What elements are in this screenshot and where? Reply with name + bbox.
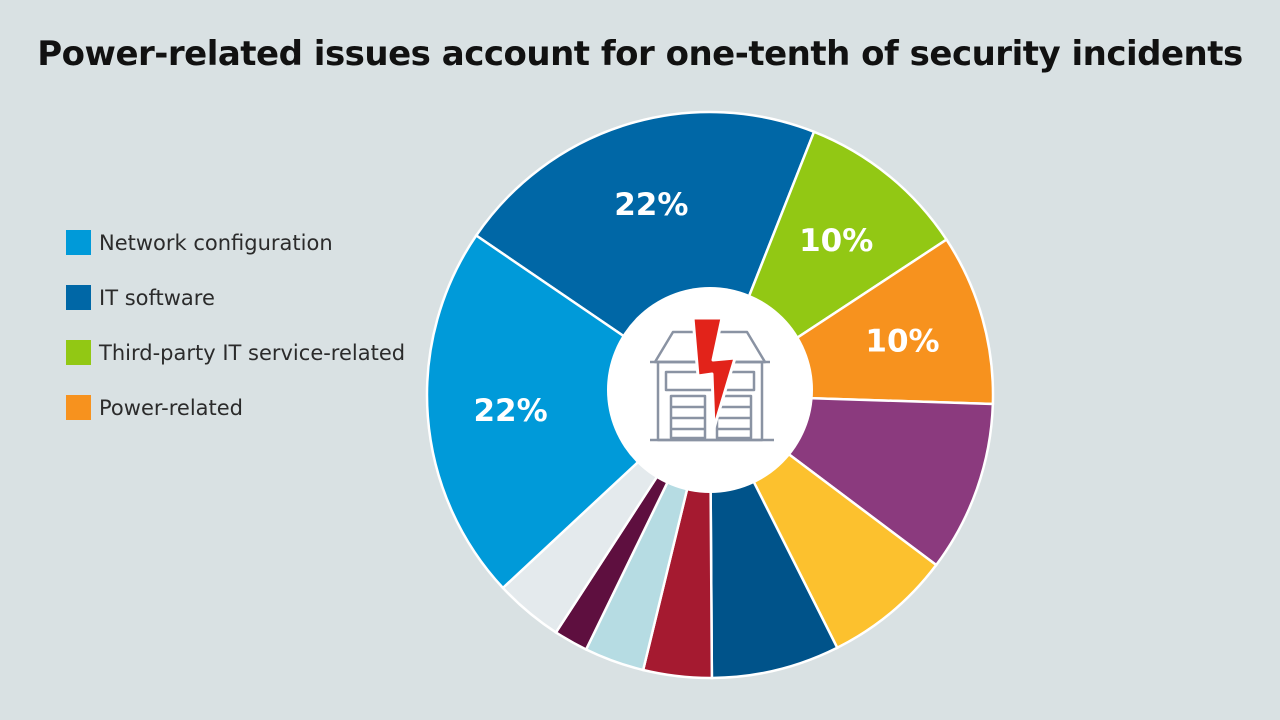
- legend: Network configuration IT software Third-…: [66, 215, 405, 435]
- legend-label-it-software: IT software: [99, 285, 215, 310]
- slice-label-10: 22%: [473, 393, 547, 429]
- pie-slice-10: [425, 233, 712, 590]
- legend-swatch-third-party-it-service: [66, 340, 91, 365]
- legend-item-third-party-it-service: Third-party IT service-related: [66, 325, 405, 380]
- legend-item-it-software: IT software: [66, 270, 405, 325]
- slice-label-1: 10%: [799, 223, 873, 259]
- slice-label-0: 22%: [614, 187, 688, 223]
- legend-label-network-configuration: Network configuration: [99, 230, 333, 255]
- legend-swatch-it-software: [66, 285, 91, 310]
- legend-item-power-related: Power-related: [66, 380, 405, 435]
- slice-label-2: 10%: [865, 324, 939, 360]
- building-with-lightning-icon: [650, 316, 774, 442]
- chart-title: Power-related issues account for one-ten…: [37, 34, 1243, 74]
- legend-swatch-network-configuration: [66, 230, 91, 255]
- pie-slice-labels: 22% 10% 10% 22%: [473, 187, 939, 429]
- legend-label-power-related: Power-related: [99, 395, 244, 420]
- legend-label-third-party-it-service: Third-party IT service-related: [99, 340, 406, 365]
- legend-swatch-power-related: [66, 395, 91, 420]
- legend-item-network-configuration: Network configuration: [66, 215, 405, 270]
